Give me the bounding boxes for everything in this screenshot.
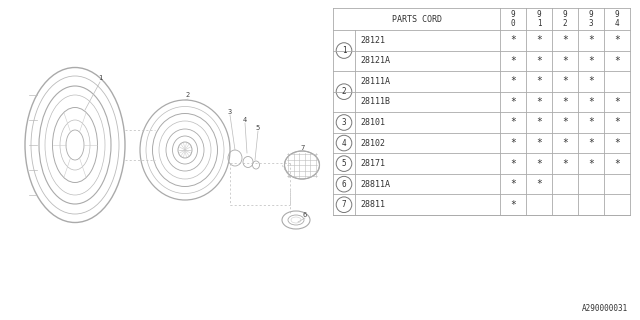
Text: *: * xyxy=(614,35,620,45)
Text: 5: 5 xyxy=(256,125,260,131)
Text: *: * xyxy=(588,159,594,169)
Text: *: * xyxy=(562,138,568,148)
Text: *: * xyxy=(614,159,620,169)
Text: 28111A: 28111A xyxy=(360,77,390,86)
Text: *: * xyxy=(588,97,594,107)
Text: 7: 7 xyxy=(342,200,346,209)
Text: *: * xyxy=(510,56,516,66)
Text: *: * xyxy=(614,117,620,127)
Text: 28811A: 28811A xyxy=(360,180,390,189)
Text: PARTS CORD: PARTS CORD xyxy=(392,14,442,23)
Text: *: * xyxy=(536,117,542,127)
Text: 1: 1 xyxy=(342,46,346,55)
Text: *: * xyxy=(510,117,516,127)
Text: *: * xyxy=(562,35,568,45)
Text: A290000031: A290000031 xyxy=(582,304,628,313)
Text: *: * xyxy=(536,159,542,169)
Text: 2: 2 xyxy=(186,92,190,98)
Text: *: * xyxy=(536,138,542,148)
Text: *: * xyxy=(536,179,542,189)
Text: *: * xyxy=(536,35,542,45)
Text: 2: 2 xyxy=(342,87,346,96)
Text: *: * xyxy=(562,159,568,169)
Text: *: * xyxy=(614,138,620,148)
Text: 9
0: 9 0 xyxy=(511,10,515,28)
Text: 28101: 28101 xyxy=(360,118,385,127)
Text: *: * xyxy=(588,35,594,45)
Text: *: * xyxy=(510,35,516,45)
Text: *: * xyxy=(614,97,620,107)
Text: 28111B: 28111B xyxy=(360,98,390,107)
Text: *: * xyxy=(588,117,594,127)
Text: *: * xyxy=(536,97,542,107)
Text: *: * xyxy=(510,76,516,86)
Text: *: * xyxy=(562,56,568,66)
Text: 3: 3 xyxy=(228,109,232,115)
Text: *: * xyxy=(562,97,568,107)
Text: 9
1: 9 1 xyxy=(537,10,541,28)
Text: 28121A: 28121A xyxy=(360,56,390,65)
Text: 3: 3 xyxy=(342,118,346,127)
Text: *: * xyxy=(588,56,594,66)
Text: *: * xyxy=(562,76,568,86)
Text: *: * xyxy=(614,56,620,66)
Text: 28102: 28102 xyxy=(360,139,385,148)
Text: 5: 5 xyxy=(342,159,346,168)
Text: 4: 4 xyxy=(342,139,346,148)
Text: *: * xyxy=(536,76,542,86)
Text: 6: 6 xyxy=(342,180,346,189)
Text: *: * xyxy=(510,97,516,107)
Text: 28171: 28171 xyxy=(360,159,385,168)
Text: 9
4: 9 4 xyxy=(614,10,620,28)
Text: 9
2: 9 2 xyxy=(563,10,567,28)
Text: *: * xyxy=(510,159,516,169)
Text: 7: 7 xyxy=(301,145,305,151)
Text: 9
3: 9 3 xyxy=(589,10,593,28)
Text: 28121: 28121 xyxy=(360,36,385,45)
Text: *: * xyxy=(510,200,516,210)
Text: *: * xyxy=(536,56,542,66)
Text: *: * xyxy=(588,76,594,86)
Text: 4: 4 xyxy=(243,117,247,123)
Text: 28811: 28811 xyxy=(360,200,385,209)
Text: *: * xyxy=(562,117,568,127)
Text: 6: 6 xyxy=(303,212,307,218)
Text: *: * xyxy=(510,138,516,148)
Text: *: * xyxy=(588,138,594,148)
Text: 1: 1 xyxy=(98,75,102,81)
Text: *: * xyxy=(510,179,516,189)
